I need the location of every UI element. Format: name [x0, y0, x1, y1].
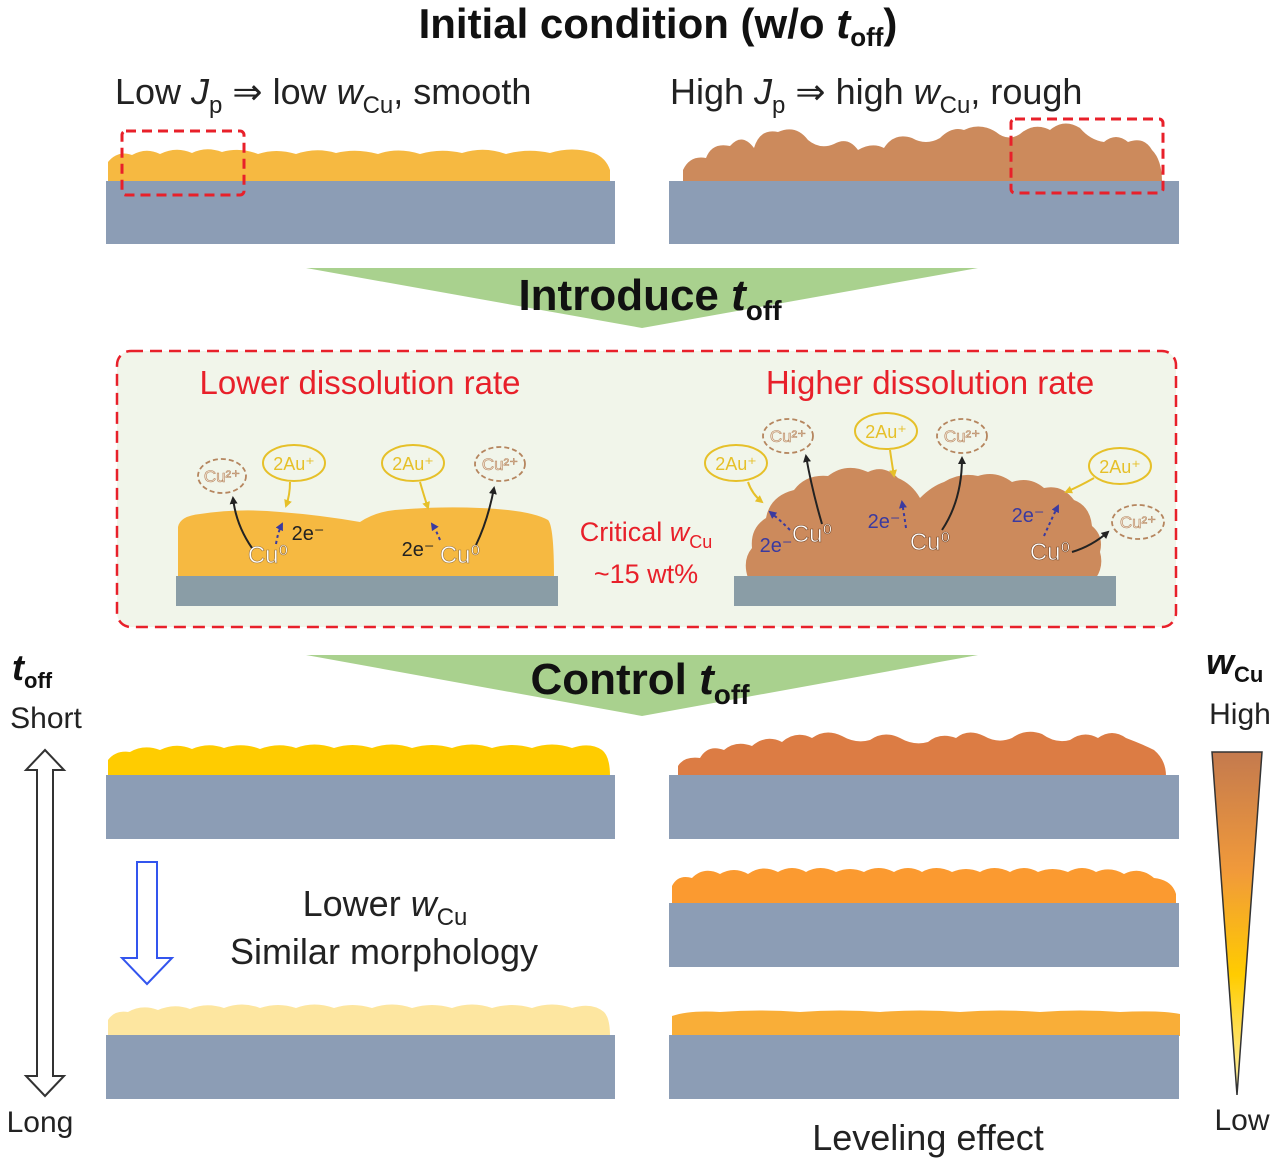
- electron-arrow: [768, 510, 791, 531]
- initial-smooth-film: [106, 129, 615, 244]
- wcu-high-label: High: [1209, 698, 1271, 731]
- cu-ion-bubble: [1111, 504, 1165, 540]
- reduction-arrow: [889, 449, 897, 478]
- au-ion-text: 2Au⁺: [1099, 457, 1141, 477]
- cu-ion-text: Cu²⁺: [944, 427, 980, 446]
- au-ion-bubble: [262, 444, 326, 482]
- dissolution-arrow: [475, 486, 497, 546]
- lower-wcu-label: Lower wCu: [303, 883, 468, 931]
- au-ion-text: 2Au⁺: [715, 454, 757, 474]
- cu-ion-bubble: [936, 418, 988, 454]
- lower-dissolution-title: Lower dissolution rate: [199, 364, 520, 401]
- main-title: Initial condition (w/o toff): [419, 0, 898, 52]
- dissolution-arrow: [229, 496, 253, 549]
- dissolution-arrow: [803, 454, 823, 525]
- cu-atom-text: Cu⁰: [792, 521, 832, 548]
- au-ion-text: 2Au⁺: [865, 422, 907, 442]
- lower-dissolution-film: [176, 507, 558, 606]
- wcu-axis-title: wCu: [1206, 641, 1263, 687]
- left-mechanism-labels: Cu²⁺ 2Au⁺ 2Au⁺ Cu²⁺ Cu⁰ Cu⁰ 2e⁻ 2e⁻: [197, 444, 526, 569]
- wcu-low-label: Low: [1214, 1104, 1269, 1137]
- long-toff-smooth-film: [106, 1004, 615, 1099]
- higher-dissolution-title: Higher dissolution rate: [766, 364, 1094, 401]
- electron-text: 2e⁻: [402, 539, 435, 561]
- dissolution-arrow: [941, 456, 966, 531]
- cu-ion-text: Cu²⁺: [204, 467, 240, 486]
- au-ion-text: 2Au⁺: [392, 454, 434, 474]
- electron-arrow: [430, 522, 441, 541]
- control-label: Control toff: [530, 655, 750, 710]
- higher-dissolution-film: [734, 467, 1116, 606]
- au-ion-bubble: [381, 444, 445, 482]
- electron-text: 2e⁻: [292, 523, 325, 545]
- electron-arrow: [1043, 504, 1059, 537]
- dissolution-arrow: [1071, 530, 1110, 553]
- critical-wt-label: ~15 wt%: [594, 559, 698, 589]
- short-toff-smooth-film: [106, 744, 615, 839]
- mid-toff-rough-film: [669, 868, 1179, 967]
- low-jp-label: Low Jp ⇒ low wCu, smooth: [115, 71, 531, 119]
- short-toff-rough-film: [669, 731, 1179, 839]
- lower-wcu-arrow: [119, 861, 175, 986]
- high-jp-label: High Jp ⇒ high wCu, rough: [670, 71, 1082, 119]
- toff-short-label: Short: [10, 702, 82, 735]
- electron-arrow: [275, 522, 283, 545]
- au-ion-bubble: [854, 412, 918, 450]
- cu-ion-text: Cu²⁺: [770, 427, 806, 446]
- cu-ion-text: Cu²⁺: [1120, 513, 1156, 532]
- similar-morphology-label: Similar morphology: [230, 931, 538, 972]
- introduce-arrow: [306, 268, 978, 328]
- cu-atom-text: Cu⁰: [1030, 539, 1070, 566]
- cu-atom-text: Cu⁰: [910, 529, 950, 556]
- au-ion-bubble: [1088, 447, 1152, 485]
- electron-arrow: [899, 500, 907, 529]
- critical-wcu-label: Critical wCu: [580, 517, 713, 552]
- cu-atom-text: Cu⁰: [440, 542, 480, 569]
- reduction-arrow: [284, 481, 292, 508]
- toff-axis-title: toff: [12, 647, 53, 693]
- leveling-effect-label: Leveling effect: [812, 1117, 1044, 1158]
- initial-rough-film: [669, 117, 1179, 244]
- cu-ion-text: Cu²⁺: [482, 455, 518, 474]
- reduction-arrow: [1064, 477, 1095, 494]
- toff-long-label: Long: [7, 1106, 74, 1139]
- electron-text: 2e⁻: [868, 511, 901, 533]
- reduction-arrow: [419, 481, 430, 510]
- reduction-arrow: [747, 481, 764, 504]
- au-ion-bubble: [704, 444, 768, 482]
- cu-ion-bubble: [762, 418, 814, 454]
- introduce-label: Introduce toff: [518, 271, 782, 326]
- cu-ion-bubble: [474, 446, 526, 482]
- right-mechanism-labels: 2Au⁺ Cu²⁺ 2Au⁺ Cu²⁺ 2Au⁺ Cu²⁺ Cu⁰ Cu⁰ Cu…: [704, 412, 1165, 566]
- control-arrow: [306, 655, 978, 716]
- wcu-gradient-wedge: [1211, 751, 1263, 1096]
- au-ion-text: 2Au⁺: [273, 454, 315, 474]
- long-toff-level-film: [669, 1010, 1180, 1099]
- cu-ion-bubble: [197, 458, 247, 494]
- cu-atom-text: Cu⁰: [248, 542, 288, 569]
- toff-double-arrow: [23, 748, 67, 1098]
- electron-text: 2e⁻: [760, 535, 793, 557]
- electron-text: 2e⁻: [1012, 505, 1045, 527]
